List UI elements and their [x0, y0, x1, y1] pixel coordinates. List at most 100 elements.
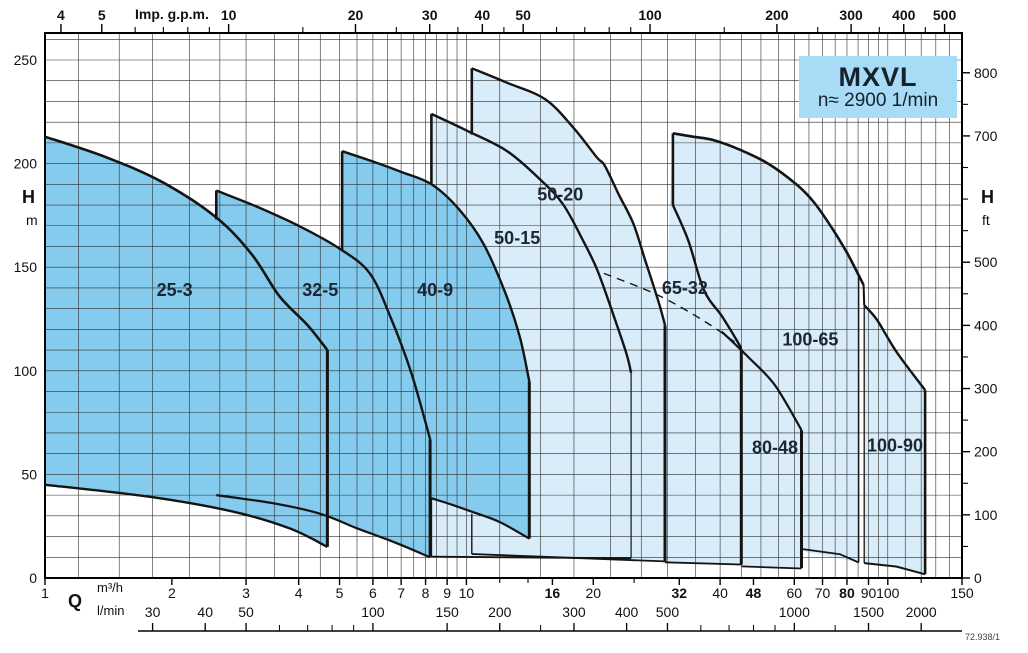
- top-tick-label: 20: [348, 7, 364, 23]
- envelope-65-32-edge: [671, 204, 743, 351]
- envelope-label-100-90: 100-90: [867, 435, 923, 455]
- right-tick-label: 100: [974, 507, 998, 523]
- bottom-tick-label: 2: [168, 585, 176, 601]
- top-tick-label: 500: [933, 7, 957, 23]
- lmin-tick-label: 300: [562, 604, 586, 620]
- envelope-fills: [45, 68, 926, 575]
- bottom-tick-label: 150: [950, 585, 974, 601]
- bottom-tick-label: 48: [746, 585, 762, 601]
- bottom-tick-label: 5: [336, 585, 344, 601]
- envelope-50-15-edge: [430, 112, 633, 374]
- top-tick-label: 200: [765, 7, 789, 23]
- top-tick-label: 50: [515, 7, 531, 23]
- bottom-tick-label: 80: [839, 585, 855, 601]
- envelope-label-32-5: 32-5: [302, 280, 338, 300]
- bottom-tick-label: 6: [369, 585, 377, 601]
- right-axis-title: H: [981, 187, 994, 207]
- envelope-40-9-edge: [341, 150, 531, 382]
- title-box: MXVL n≈ 2900 1/min: [799, 56, 957, 118]
- top-tick-label: 400: [892, 7, 916, 23]
- m3h-unit-label: m³/h: [97, 580, 123, 595]
- top-tick-label: 5: [98, 7, 106, 23]
- envelope-label-50-15: 50-15: [494, 228, 540, 248]
- right-tick-label: 700: [974, 128, 998, 144]
- bottom-tick-label: 20: [585, 585, 601, 601]
- left-axis-unit: m: [26, 212, 38, 228]
- grid: [45, 33, 962, 578]
- right-axis-unit: ft: [982, 212, 990, 228]
- lmin-tick-label: 40: [197, 604, 213, 620]
- envelope-label-50-20: 50-20: [537, 185, 583, 205]
- envelope-labels: 50-15 50-20 65-32 100-65 80-48 100-90 25-3 32-5…: [157, 185, 923, 458]
- bottom-tick-label: 60: [787, 585, 803, 601]
- left-tick-label: 250: [14, 52, 38, 68]
- envelope-25-3-edge: [44, 135, 329, 351]
- envelope-65-32-edge: [664, 561, 742, 566]
- right-tick-label: 300: [974, 381, 998, 397]
- left-axis-title: H: [22, 187, 35, 207]
- top-tick-label: 30: [422, 7, 438, 23]
- top-tick-label: 100: [638, 7, 662, 23]
- lmin-unit-label: l/min: [97, 603, 125, 618]
- lmin-tick-label: 100: [361, 604, 385, 620]
- lmin-tick-label: 500: [656, 604, 680, 620]
- top-tick-label: 40: [475, 7, 491, 23]
- top-axis-title: Imp. g.p.m.: [135, 6, 209, 22]
- envelope-40-9-fill: [342, 151, 530, 539]
- left-tick-label: 50: [21, 466, 37, 482]
- envelope-outlines: [44, 67, 927, 576]
- top-tick-label: 300: [839, 7, 863, 23]
- bottom-tick-label: 8: [422, 585, 430, 601]
- envelope-50-20-edge: [471, 553, 666, 563]
- envelope-100-65-fill: [672, 133, 859, 565]
- left-tick-label: 0: [29, 570, 37, 586]
- left-tick-label: 100: [14, 363, 38, 379]
- lmin-tick-label: 30: [145, 604, 161, 620]
- left-tick-label: 200: [14, 156, 38, 172]
- envelope-80-48-edge: [741, 565, 802, 570]
- envelope-100-90-edge: [864, 562, 926, 576]
- right-tick-label: 400: [974, 317, 998, 333]
- dashed-reference-line: [603, 272, 740, 346]
- bottom-tick-label: 10: [459, 585, 475, 601]
- bottom-tick-label: 4: [295, 585, 303, 601]
- chart-speed: n≈ 2900 1/min: [817, 90, 939, 112]
- bottom-tick-label: 40: [712, 585, 728, 601]
- envelope-100-65-edge: [672, 132, 865, 286]
- bottom-tick-label: 16: [545, 585, 561, 601]
- right-tick-label: 200: [974, 444, 998, 460]
- envelope-label-40-9: 40-9: [417, 280, 453, 300]
- lmin-tick-label: 200: [488, 604, 512, 620]
- bottom-tick-label: 90: [861, 585, 877, 601]
- envelope-label-65-32: 65-32: [662, 278, 708, 298]
- lmin-tick-label: 150: [435, 604, 459, 620]
- envelope-label-25-3: 25-3: [157, 280, 193, 300]
- envelope-32-5-edge: [216, 494, 431, 559]
- envelope-100-90-fill: [864, 305, 926, 575]
- lmin-tick-label: 2000: [906, 604, 937, 620]
- envelope-label-100-65: 100-65: [782, 330, 838, 350]
- lmin-tick-label: 1000: [779, 604, 810, 620]
- flow-axis-symbol: Q: [68, 591, 83, 611]
- bottom-tick-label: 7: [397, 585, 405, 601]
- bottom-tick-label: 3: [242, 585, 250, 601]
- envelope-80-48-edge: [720, 330, 803, 431]
- chart-title: MXVL: [838, 61, 918, 92]
- right-tick-label: 0: [974, 570, 982, 586]
- lmin-tick-label: 400: [615, 604, 639, 620]
- bottom-tick-label: 32: [671, 585, 687, 601]
- envelope-50-20-edge: [471, 67, 667, 326]
- right-tick-label: 500: [974, 254, 998, 270]
- bottom-tick-label: 100: [876, 585, 900, 601]
- top-tick-label: 10: [221, 7, 237, 23]
- reference-code: 72.938/1: [964, 632, 1000, 642]
- envelope-100-65-edge: [801, 548, 860, 564]
- envelope-100-90-edge: [863, 304, 927, 391]
- envelope-32-5-edge: [215, 189, 432, 440]
- lmin-tick-label: 50: [238, 604, 254, 620]
- right-tick-label: 800: [974, 65, 998, 81]
